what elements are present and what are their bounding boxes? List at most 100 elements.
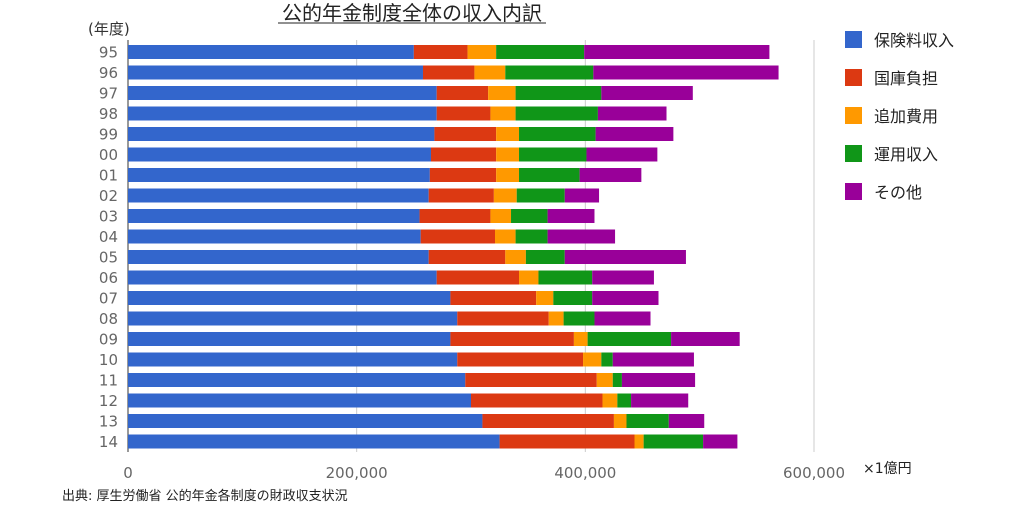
bar-segment — [450, 291, 537, 305]
bar-segment — [419, 209, 491, 223]
x-tick-labels: 0 200,000 400,000 600,000 — [123, 464, 845, 482]
bar-segment — [538, 270, 593, 285]
bar-segment — [457, 352, 584, 367]
bar-segment — [525, 250, 565, 264]
bar-segment — [668, 414, 705, 428]
bar-segment — [128, 311, 458, 326]
bar-segment — [413, 45, 468, 59]
bar-segment — [471, 393, 603, 408]
x-axis-unit-label: ×1億円 — [863, 461, 912, 477]
bar-segment — [128, 147, 431, 162]
bar-segment — [482, 414, 614, 428]
bar-segment — [621, 373, 696, 387]
bar-segment — [592, 291, 659, 305]
bar-segment — [584, 45, 770, 59]
x-tick-label: 0 — [123, 464, 133, 482]
bar-segment — [490, 106, 516, 121]
bar-segment — [420, 229, 496, 244]
bar-segment — [488, 86, 516, 100]
bar-segment — [594, 311, 651, 326]
y-tick-label: 06 — [99, 269, 118, 287]
y-tick-label: 96 — [99, 64, 118, 82]
bar-segment — [573, 332, 588, 346]
legend-label: その他 — [874, 183, 922, 202]
bar-segment — [583, 352, 602, 367]
bar-segment — [511, 209, 548, 223]
y-axis-title: (年度) — [88, 20, 130, 38]
bar-segment — [516, 188, 565, 203]
bar-segment — [617, 393, 632, 408]
legend-swatch — [845, 183, 862, 200]
bar-segment — [547, 209, 595, 223]
bar-segment — [467, 45, 497, 59]
y-tick-label: 01 — [99, 167, 118, 185]
bar-segment — [128, 250, 429, 264]
bar-segment — [596, 373, 613, 387]
bar-segment — [436, 106, 491, 121]
y-tick-label: 14 — [99, 433, 118, 451]
bar-segment — [474, 65, 506, 80]
bar-segment — [128, 127, 435, 141]
y-tick-label: 09 — [99, 331, 118, 349]
bar-segment — [128, 86, 437, 100]
bar-segment — [564, 188, 600, 203]
bar-segment — [519, 168, 580, 182]
bar-segment — [597, 106, 667, 121]
chart-title: 公的年金制度全体の収入内訳 — [282, 1, 542, 25]
bar-segment — [643, 434, 704, 449]
bar-segment — [595, 127, 674, 141]
bar-segment — [593, 65, 779, 80]
bar-segment — [671, 332, 740, 346]
bar-segment — [587, 332, 672, 346]
bar-segment — [128, 188, 429, 203]
gridlines — [127, 40, 815, 452]
bar-segment — [430, 147, 497, 162]
bar-segment — [422, 65, 475, 80]
bars — [128, 45, 779, 449]
legend-label: 運用収入 — [874, 145, 938, 164]
bar-segment — [128, 352, 458, 367]
bar-segment — [128, 373, 466, 387]
bar-segment — [128, 270, 437, 285]
bar-segment — [515, 106, 598, 121]
bar-segment — [519, 147, 587, 162]
bar-segment — [579, 168, 642, 182]
bar-segment — [519, 127, 596, 141]
y-tick-label: 98 — [99, 105, 118, 123]
bar-segment — [434, 127, 497, 141]
y-tick-label: 07 — [99, 290, 118, 308]
bar-segment — [496, 168, 520, 182]
y-tick-label: 13 — [99, 413, 118, 431]
bar-segment — [601, 86, 693, 100]
bar-segment — [128, 332, 451, 346]
bar-segment — [429, 168, 497, 182]
bar-segment — [634, 434, 644, 449]
bar-segment — [553, 291, 593, 305]
bar-segment — [128, 65, 423, 80]
bar-segment — [499, 434, 635, 449]
bar-segment — [436, 270, 520, 285]
bar-segment — [128, 434, 500, 449]
y-tick-label: 97 — [99, 85, 118, 103]
x-tick-label: 400,000 — [554, 464, 616, 482]
bar-segment — [436, 86, 489, 100]
legend-swatch — [845, 107, 862, 124]
bar-segment — [515, 86, 602, 100]
y-tick-label: 99 — [99, 126, 118, 144]
bar-segment — [563, 311, 595, 326]
x-tick-label: 200,000 — [326, 464, 388, 482]
y-tick-label: 08 — [99, 310, 118, 328]
y-tick-label: 95 — [99, 44, 118, 62]
bar-segment — [626, 414, 669, 428]
y-tick-label: 12 — [99, 392, 118, 410]
bar-segment — [128, 291, 451, 305]
bar-segment — [128, 393, 471, 408]
bar-segment — [613, 414, 627, 428]
legend-swatch — [845, 69, 862, 86]
bar-segment — [128, 45, 414, 59]
bar-segment — [128, 414, 483, 428]
y-tick-label: 04 — [99, 228, 118, 246]
bar-segment — [519, 270, 539, 285]
